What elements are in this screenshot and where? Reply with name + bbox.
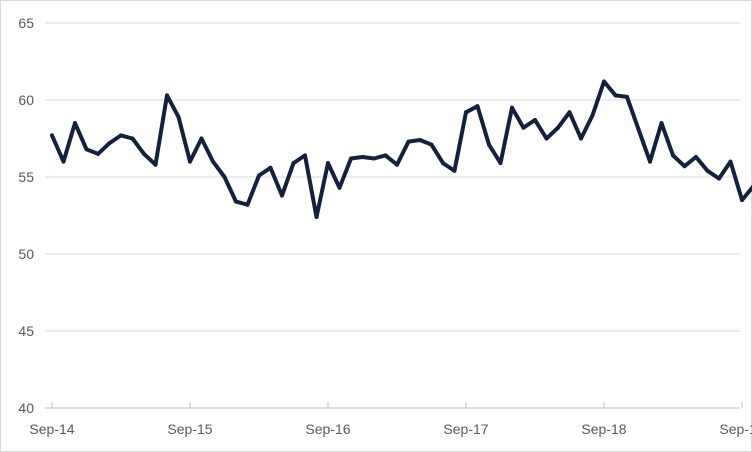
data-point <box>740 198 744 203</box>
data-point <box>556 125 560 130</box>
data-point <box>372 156 376 161</box>
data-point <box>441 161 445 166</box>
data-point <box>544 136 549 141</box>
series-group <box>50 79 752 219</box>
y-tick-label: 55 <box>18 169 34 185</box>
data-point <box>533 118 537 122</box>
data-point <box>268 165 273 170</box>
data-point <box>590 113 595 118</box>
data-point <box>728 159 733 164</box>
data-point <box>303 153 307 158</box>
data-point <box>717 176 721 181</box>
data-point <box>464 110 468 115</box>
data-point <box>61 159 66 164</box>
x-tick-label: Sep-19 <box>719 421 752 437</box>
data-point <box>705 168 710 173</box>
x-tick-label: Sep-14 <box>29 421 74 437</box>
data-point <box>694 155 698 159</box>
data-point <box>510 105 514 110</box>
x-tick-label: Sep-18 <box>581 421 626 437</box>
data-point <box>153 162 158 167</box>
data-point <box>188 159 192 164</box>
data-point <box>119 133 123 138</box>
data-point <box>659 121 664 126</box>
data-point <box>107 141 112 146</box>
data-point <box>521 125 526 130</box>
x-tick-label: Sep-15 <box>167 421 212 437</box>
data-point <box>487 142 491 147</box>
data-point <box>613 93 618 98</box>
data-point <box>165 93 169 98</box>
data-point <box>625 94 629 99</box>
data-point <box>475 104 480 109</box>
data-point <box>579 136 583 141</box>
data-point <box>498 161 503 166</box>
y-tick-label: 50 <box>18 246 34 262</box>
x-axis <box>45 402 743 409</box>
data-point <box>96 151 100 156</box>
data-point <box>245 202 250 207</box>
data-point <box>337 185 342 190</box>
data-point <box>199 136 204 141</box>
data-point <box>211 159 215 164</box>
data-point <box>429 142 434 147</box>
data-point <box>452 168 457 173</box>
data-point <box>395 162 399 167</box>
data-point <box>73 121 77 126</box>
data-point <box>602 79 606 84</box>
data-point <box>418 138 422 142</box>
data-point <box>50 133 54 138</box>
data-point <box>280 193 284 198</box>
y-tick-label: 65 <box>18 15 34 31</box>
data-point <box>648 159 652 164</box>
data-point <box>349 156 353 161</box>
y-tick-label: 40 <box>18 400 34 416</box>
data-point <box>326 161 330 166</box>
y-tick-label: 45 <box>18 323 34 339</box>
data-point <box>406 139 411 144</box>
data-point <box>142 151 146 156</box>
data-point <box>84 147 89 152</box>
x-tick-label: Sep-17 <box>443 421 488 437</box>
data-point <box>291 161 296 166</box>
data-point <box>130 136 135 141</box>
data-point <box>222 175 227 179</box>
data-point <box>360 155 365 159</box>
data-point <box>636 127 641 132</box>
series-line <box>50 79 752 219</box>
data-point <box>567 110 572 115</box>
y-tick-labels: 40 45 50 55 60 65 <box>18 15 34 416</box>
data-point <box>257 173 261 178</box>
data-point <box>383 153 388 158</box>
x-tick-label: Sep-16 <box>305 421 350 437</box>
gridlines <box>45 22 740 332</box>
data-point <box>176 114 181 119</box>
y-tick-label: 60 <box>18 92 34 108</box>
data-point <box>234 199 238 204</box>
x-tick-labels: Sep-14 Sep-15 Sep-16 Sep-17 Sep-18 Sep-19 <box>29 421 752 437</box>
data-point <box>314 215 319 219</box>
data-point <box>682 164 687 169</box>
data-point <box>671 153 675 158</box>
